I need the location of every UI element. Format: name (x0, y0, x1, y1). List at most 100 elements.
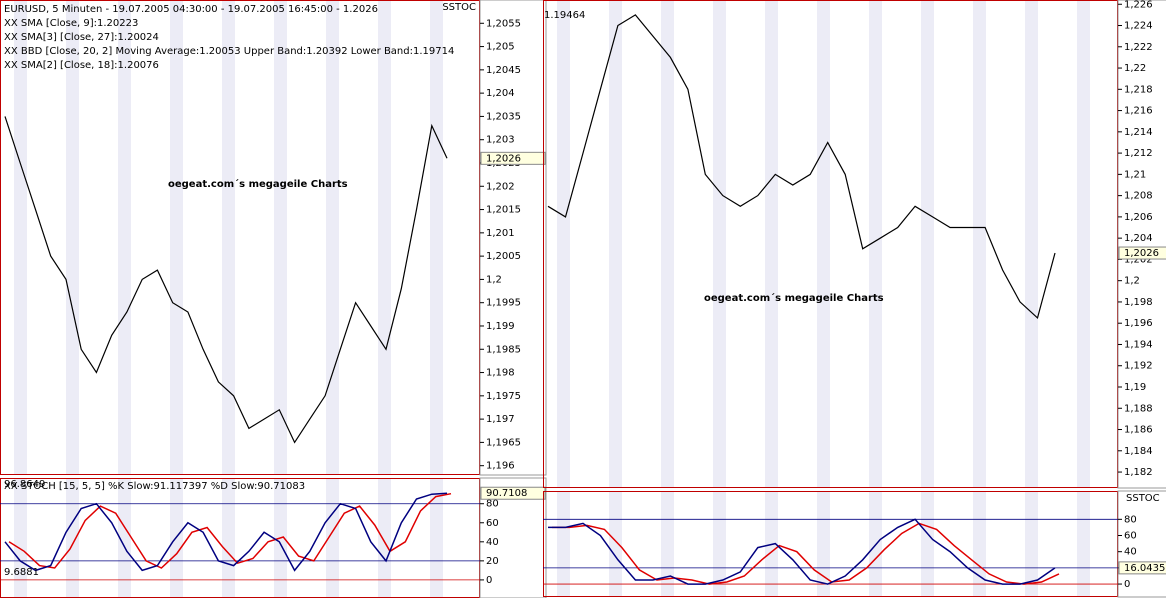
y-tick-label: 1,192 (1124, 361, 1153, 372)
y-tick-label: 1,218 (1124, 84, 1153, 95)
current-value: 16.0435 (1124, 563, 1165, 574)
y-tick-label: 1,198 (1124, 297, 1153, 308)
price-line (547, 14, 1056, 320)
y-tick-label: 1,194 (1124, 339, 1153, 350)
y-tick-label: 0 (1124, 579, 1130, 590)
y-tick-label: 1,1995 (486, 298, 521, 309)
time-stripe (661, 491, 674, 597)
time-stripe (430, 478, 443, 598)
y-tick-label: 1,2 (486, 274, 502, 285)
y-tick-label: 1,188 (1124, 403, 1153, 414)
y-tick-label: 40 (486, 537, 499, 548)
time-stripe (378, 0, 391, 475)
panel-title: XX STOCH [15, 5, 5] %K Slow:91.117397 %D… (4, 481, 305, 492)
y-tick-label: 1,201 (486, 228, 515, 239)
time-stripe (118, 478, 131, 598)
y-tick-label: 1,2045 (486, 65, 521, 76)
time-stripe (378, 478, 391, 598)
time-stripe (557, 0, 570, 488)
value-box (480, 486, 546, 500)
y-tick-label: 1,2005 (486, 251, 521, 262)
time-stripe (326, 478, 339, 598)
y-tick-label: 1,226 (1124, 0, 1153, 10)
time-stripe (557, 491, 570, 597)
current-value: 1,2026 (1124, 248, 1159, 259)
y-tick-label: 1,214 (1124, 127, 1153, 138)
y-tick-label: 1,204 (1124, 233, 1153, 244)
y-tick-label: 1,204 (486, 88, 515, 99)
y-tick-label: 20 (486, 556, 499, 567)
y-tick-label: 1,203 (486, 135, 515, 146)
value-box (480, 151, 546, 165)
y-tick-label: 1,22 (1124, 63, 1146, 74)
annotation: XX SMA[3] [Close, 27]:1.20024 (4, 32, 159, 43)
current-value: 1,2026 (486, 153, 521, 164)
time-stripe (817, 491, 830, 597)
axis-area (479, 0, 547, 476)
time-stripe (609, 491, 622, 597)
time-stripe (713, 0, 726, 488)
y-tick-label: 1,222 (1124, 42, 1153, 53)
current-value: 90.7108 (486, 488, 527, 499)
price-line (548, 518, 1056, 585)
y-tick-label: 1,1985 (486, 344, 521, 355)
time-stripe (765, 0, 778, 488)
y-tick-label: 1,208 (1124, 191, 1153, 202)
time-stripe (66, 0, 79, 475)
y-tick-label: 1,196 (1124, 318, 1153, 329)
annotation: XX SMA [Close, 9]:1.20223 (4, 18, 138, 29)
time-stripe (118, 0, 131, 475)
y-tick-label: 1,1965 (486, 437, 521, 448)
time-stripe (14, 0, 27, 475)
y-tick-label: 1,199 (486, 321, 515, 332)
y-tick-label: 80 (486, 499, 499, 510)
panel: 806040200SSTOC16.0435 (543, 490, 1166, 598)
price-line (4, 116, 448, 444)
time-stripe (222, 0, 235, 475)
axis-area (1117, 490, 1166, 598)
y-tick-label: 60 (486, 518, 499, 529)
value-box (1118, 246, 1166, 260)
annotation: XX BBD [Close, 20, 2] Moving Average:1.2… (4, 46, 454, 57)
y-tick-label: 1,21 (1124, 169, 1146, 180)
time-stripe (661, 0, 674, 488)
y-tick-label: 0 (486, 575, 492, 586)
y-tick-label: 1,212 (1124, 148, 1153, 159)
y-tick-label: 1,2055 (486, 18, 521, 29)
annotation: oegeat.com´s megageile Charts (704, 292, 884, 304)
panel: 80 60 40 20 0 XX STOCH [15, 5, 5] %K Slow:91.… (0, 2, 547, 598)
panel-title: EURUSD, 5 Minuten - 19.07.2005 04:30:00 … (4, 4, 378, 15)
time-stripe (921, 491, 934, 597)
y-tick-label: 1,197 (486, 414, 515, 425)
annotation: oegeat.com´s megageile Charts (168, 178, 348, 190)
y-tick-label: 1,206 (1124, 212, 1153, 223)
y-tick-label: 1,202 (1124, 254, 1153, 265)
y-tick-label: 60 (1124, 531, 1137, 542)
time-stripe (1025, 491, 1038, 597)
time-stripe (274, 0, 287, 475)
y-tick-label: 1,202 (486, 181, 515, 192)
y-tick-label: 1,2035 (486, 111, 521, 122)
time-stripe (326, 0, 339, 475)
y-tick-label: 1,205 (486, 42, 515, 53)
price-line (4, 492, 448, 572)
time-stripe (921, 0, 934, 488)
y-tick-label: 80 (1124, 514, 1137, 525)
time-stripe (817, 0, 830, 488)
time-stripe (609, 0, 622, 488)
time-stripe (869, 0, 882, 488)
time-stripe (1025, 0, 1038, 488)
time-stripe (1077, 491, 1090, 597)
y-tick-label: 1,216 (1124, 106, 1153, 117)
panel: 1,226 1,224 1,222 1,22 1,218 1,216 1,214 1,212 1… (543, 0, 1166, 489)
time-stripe (713, 491, 726, 597)
y-tick-label: 1,182 (1124, 467, 1153, 478)
panel: 1,20551,2051,20451,2041,20351,2031,20251… (0, 0, 547, 476)
time-stripe (222, 478, 235, 598)
time-stripe (66, 478, 79, 598)
time-stripe (170, 0, 183, 475)
y-tick-label: 1,224 (1124, 21, 1153, 32)
y-tick-label: 1,198 (486, 368, 515, 379)
